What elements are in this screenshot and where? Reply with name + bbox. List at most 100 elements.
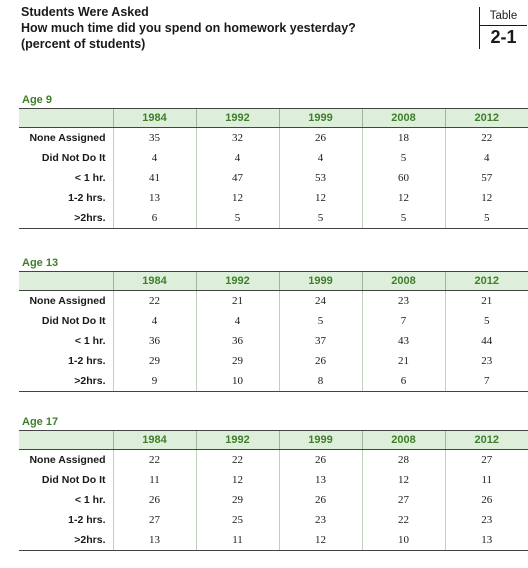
percent-cell: 53 bbox=[278, 168, 362, 188]
year-header: 1984 bbox=[112, 108, 196, 128]
row-label: 1-2 hrs. bbox=[68, 192, 106, 204]
table-badge-number: 2-1 bbox=[490, 27, 517, 47]
percent-cell: 13 bbox=[444, 530, 528, 551]
percent-cell: 26 bbox=[278, 127, 362, 148]
percent-cell: 22 bbox=[195, 449, 279, 470]
percent-cell: 29 bbox=[195, 351, 279, 371]
year-header: 1984 bbox=[112, 430, 196, 450]
percent-cell: 18 bbox=[361, 127, 445, 148]
percent-cell: 26 bbox=[278, 351, 362, 371]
age-section: Age 13 1984 1992 1999 2008 2012 None Assigned 2… bbox=[19, 256, 528, 392]
table-row: < 1 hr. 36 36 37 43 44 bbox=[19, 331, 528, 351]
percent-cell: 12 bbox=[195, 188, 279, 208]
age-section: Age 17 1984 1992 1999 2008 2012 None Assigned 2… bbox=[19, 415, 528, 551]
percent-cell: 5 bbox=[278, 208, 362, 229]
row-label: None Assigned bbox=[29, 295, 106, 307]
percent-cell: 21 bbox=[361, 351, 445, 371]
percent-cell: 47 bbox=[195, 168, 279, 188]
percent-cell: 8 bbox=[278, 371, 362, 392]
percent-cell: 44 bbox=[444, 331, 528, 351]
homework-table: 1984 1992 1999 2008 2012 None Assigned 22 22 26 2… bbox=[19, 430, 528, 551]
percent-cell: 13 bbox=[112, 188, 196, 208]
percent-cell: 22 bbox=[112, 290, 196, 311]
percent-cell: 27 bbox=[361, 490, 445, 510]
percent-cell: 4 bbox=[112, 148, 196, 168]
percent-cell: 27 bbox=[112, 510, 196, 530]
corner-cell bbox=[19, 430, 113, 450]
row-label: 1-2 hrs. bbox=[68, 514, 106, 526]
percent-cell: 23 bbox=[278, 510, 362, 530]
percent-cell: 22 bbox=[444, 127, 528, 148]
percent-cell: 4 bbox=[195, 311, 279, 331]
percent-cell: 7 bbox=[361, 311, 445, 331]
percent-cell: 21 bbox=[444, 290, 528, 311]
percent-cell: 13 bbox=[112, 530, 196, 551]
row-label: < 1 hr. bbox=[74, 335, 106, 347]
year-header: 2012 bbox=[444, 108, 528, 128]
row-label: Did Not Do It bbox=[41, 474, 106, 486]
percent-cell: 21 bbox=[195, 290, 279, 311]
percent-cell: 12 bbox=[195, 470, 279, 490]
percent-cell: 12 bbox=[278, 530, 362, 551]
percent-cell: 22 bbox=[112, 449, 196, 470]
year-header: 1992 bbox=[195, 108, 279, 128]
homework-table: 1984 1992 1999 2008 2012 None Assigned 35 32 26 1… bbox=[19, 108, 528, 229]
year-header: 1999 bbox=[278, 430, 362, 450]
header-row: 1984 1992 1999 2008 2012 bbox=[19, 271, 528, 291]
percent-cell: 12 bbox=[278, 188, 362, 208]
percent-cell: 4 bbox=[278, 148, 362, 168]
percent-cell: 6 bbox=[361, 371, 445, 392]
percent-cell: 4 bbox=[444, 148, 528, 168]
percent-cell: 4 bbox=[112, 311, 196, 331]
year-header: 2008 bbox=[361, 108, 445, 128]
percent-cell: 26 bbox=[444, 490, 528, 510]
percent-cell: 36 bbox=[195, 331, 279, 351]
table-row: None Assigned 35 32 26 18 22 bbox=[19, 127, 528, 148]
percent-cell: 28 bbox=[361, 449, 445, 470]
heading-units: (percent of students) bbox=[21, 37, 146, 51]
percent-cell: 57 bbox=[444, 168, 528, 188]
row-label: None Assigned bbox=[29, 132, 106, 144]
table-number-badge: Table 2-1 bbox=[479, 7, 527, 49]
percent-cell: 27 bbox=[444, 449, 528, 470]
percent-cell: 26 bbox=[112, 490, 196, 510]
percent-cell: 36 bbox=[112, 331, 196, 351]
age-group-label: Age 9 bbox=[22, 94, 52, 106]
percent-cell: 35 bbox=[112, 127, 196, 148]
table-row: 1-2 hrs. 27 25 23 22 23 bbox=[19, 510, 528, 530]
percent-cell: 23 bbox=[444, 351, 528, 371]
percent-cell: 32 bbox=[195, 127, 279, 148]
percent-cell: 5 bbox=[361, 148, 445, 168]
percent-cell: 22 bbox=[361, 510, 445, 530]
percent-cell: 4 bbox=[195, 148, 279, 168]
percent-cell: 23 bbox=[444, 510, 528, 530]
percent-cell: 29 bbox=[195, 490, 279, 510]
percent-cell: 43 bbox=[361, 331, 445, 351]
row-label: >2hrs. bbox=[19, 371, 113, 392]
table-row: >2hrs. 13 11 12 10 13 bbox=[19, 530, 528, 551]
percent-cell: 11 bbox=[112, 470, 196, 490]
table-row: < 1 hr. 26 29 26 27 26 bbox=[19, 490, 528, 510]
row-label: 1-2 hrs. bbox=[68, 355, 106, 367]
year-header: 1999 bbox=[278, 108, 362, 128]
percent-cell: 23 bbox=[361, 290, 445, 311]
corner-cell bbox=[19, 108, 113, 128]
percent-cell: 9 bbox=[112, 371, 196, 392]
year-header: 1992 bbox=[195, 271, 279, 291]
table-row: Did Not Do It 4 4 4 5 4 bbox=[19, 148, 528, 168]
percent-cell: 5 bbox=[444, 311, 528, 331]
header-row: 1984 1992 1999 2008 2012 bbox=[19, 430, 528, 450]
percent-cell: 26 bbox=[278, 490, 362, 510]
table-row: Did Not Do It 11 12 13 12 11 bbox=[19, 470, 528, 490]
age-section: Age 9 1984 1992 1999 2008 2012 None Assigned 35… bbox=[19, 93, 528, 229]
percent-cell: 13 bbox=[278, 470, 362, 490]
row-label: < 1 hr. bbox=[74, 172, 106, 184]
year-header: 1999 bbox=[278, 271, 362, 291]
percent-cell: 7 bbox=[444, 371, 528, 392]
year-header: 1984 bbox=[112, 271, 196, 291]
percent-cell: 6 bbox=[112, 208, 196, 229]
homework-table: 1984 1992 1999 2008 2012 None Assigned 22 21 24 2… bbox=[19, 271, 528, 392]
percent-cell: 12 bbox=[361, 470, 445, 490]
percent-cell: 41 bbox=[112, 168, 196, 188]
corner-cell bbox=[19, 271, 113, 291]
